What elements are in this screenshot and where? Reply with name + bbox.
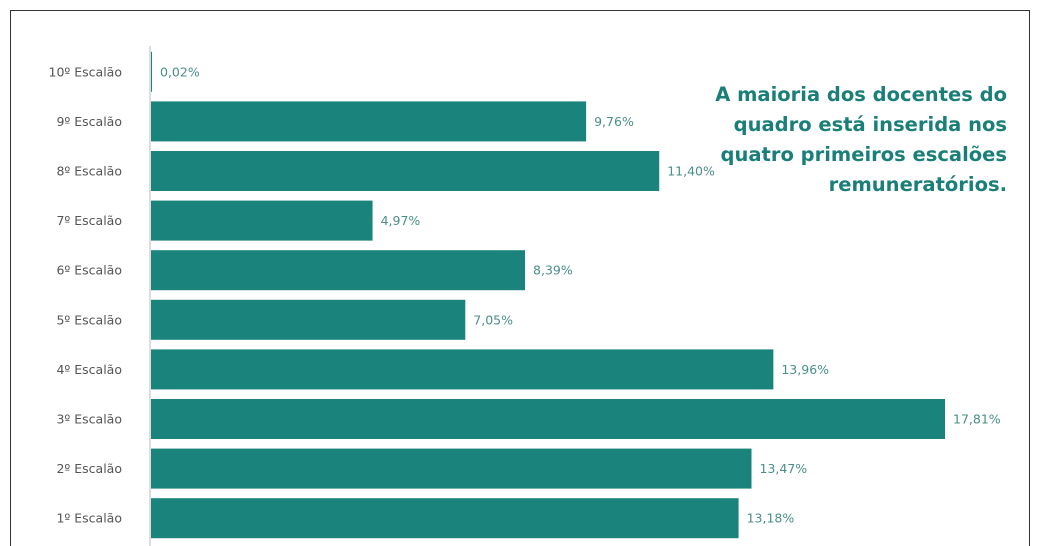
value-label: 0,02% (160, 64, 200, 79)
bar (151, 448, 752, 489)
bar (151, 299, 466, 340)
chart-annotation: A maioria dos docentes do quadro está in… (707, 80, 1007, 200)
category-labels: 10º Escalão 9º Escalão 8º Escalão 7º Escalã… (49, 64, 123, 525)
category-label: 5º Escalão (56, 312, 122, 327)
value-label: 13,96% (781, 362, 829, 377)
value-label: 11,40% (667, 164, 715, 179)
bar (151, 399, 945, 439)
value-label: 4,97% (381, 213, 421, 228)
bar (151, 200, 373, 241)
category-label: 10º Escalão (49, 64, 123, 79)
category-label: 6º Escalão (56, 263, 122, 278)
category-label: 8º Escalão (56, 164, 122, 179)
value-label: 7,05% (473, 312, 513, 327)
value-label: 8,39% (533, 263, 573, 278)
annotation-line: remuneratórios. (828, 173, 1007, 196)
bars (151, 51, 945, 539)
annotation-line: A maioria dos docentes do (715, 83, 1007, 106)
category-label: 7º Escalão (56, 213, 122, 228)
category-label: 3º Escalão (56, 412, 122, 427)
category-label: 2º Escalão (56, 461, 122, 476)
annotation-line: quatro primeiros escalões (720, 143, 1007, 166)
bar (151, 498, 739, 539)
bar (151, 349, 774, 390)
bar (151, 250, 526, 291)
value-label: 13,47% (760, 461, 808, 476)
bar (151, 51, 152, 92)
category-label: 4º Escalão (56, 362, 122, 377)
value-label: 9,76% (594, 114, 634, 129)
value-label: 17,81% (953, 412, 1001, 427)
annotation-line: quadro está inserida nos (733, 113, 1007, 136)
value-label: 13,18% (747, 511, 795, 526)
category-label: 1º Escalão (56, 511, 122, 526)
bar (151, 101, 587, 142)
bar (151, 151, 660, 191)
value-labels: 0,02% 9,76% 11,40% 4,97% 8,39% 7,05% 13,96% 17,… (160, 64, 1001, 525)
category-label: 9º Escalão (56, 114, 122, 129)
